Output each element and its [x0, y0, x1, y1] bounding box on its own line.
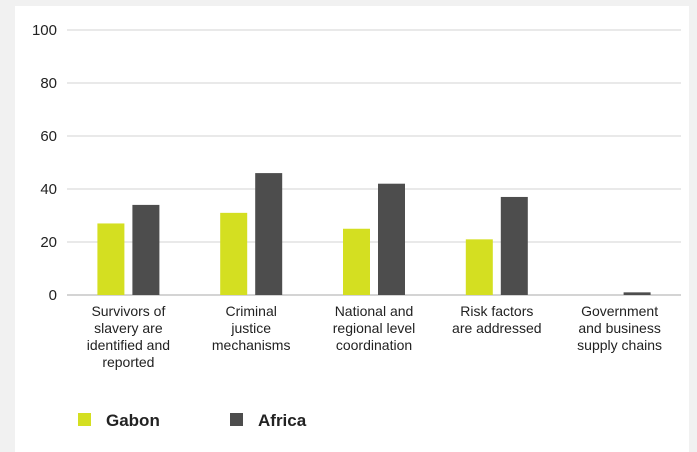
- category-label-line: National and: [335, 303, 414, 319]
- bar-africa-2: [378, 183, 405, 295]
- category-label-line: mechanisms: [212, 337, 291, 353]
- category-label-line: identified and: [87, 337, 170, 353]
- bars: [97, 173, 651, 295]
- legend-swatch-africa: [230, 413, 243, 426]
- y-axis-ticks: 0 20 40 60 80 100: [32, 22, 57, 304]
- category-label-2: National and regional level coordination: [333, 303, 416, 353]
- category-label-line: supply chains: [577, 337, 662, 353]
- y-tick-label: 40: [40, 181, 57, 198]
- bar-africa-1: [255, 173, 283, 295]
- legend-label-gabon: Gabon: [106, 411, 160, 430]
- y-tick-label: 80: [40, 75, 57, 92]
- category-label-line: Government: [581, 303, 658, 319]
- category-label-1: Criminal justice mechanisms: [212, 303, 291, 353]
- category-label-line: are addressed: [452, 320, 542, 336]
- y-tick-label: 100: [32, 22, 57, 39]
- legend-swatch-gabon: [78, 413, 91, 426]
- category-labels: Survivors of slavery are identified and rep…: [87, 303, 662, 370]
- category-label-line: reported: [102, 354, 154, 370]
- bar-gabon-3: [465, 239, 493, 295]
- y-tick-label: 20: [40, 234, 57, 251]
- category-label-3: Risk factors are addressed: [452, 303, 542, 336]
- gridlines: [67, 29, 681, 296]
- category-label-line: slavery are: [94, 320, 163, 336]
- y-tick-label: 0: [49, 287, 57, 304]
- bar-gabon-2: [343, 228, 370, 295]
- category-label-line: Survivors of: [91, 303, 165, 319]
- category-label-line: regional level: [333, 320, 416, 336]
- bar-africa-4: [623, 292, 651, 295]
- legend-label-africa: Africa: [258, 411, 307, 430]
- category-label-line: Risk factors: [460, 303, 533, 319]
- category-label-4: Government and business supply chains: [577, 303, 662, 353]
- legend: Gabon Africa: [78, 411, 307, 430]
- bar-africa-3: [500, 196, 528, 295]
- y-tick-label: 60: [40, 128, 57, 145]
- category-label-0: Survivors of slavery are identified and rep…: [87, 303, 170, 370]
- category-label-line: and business: [578, 320, 661, 336]
- bar-gabon-1: [220, 212, 248, 295]
- category-label-line: coordination: [336, 337, 412, 353]
- category-label-line: Criminal: [226, 303, 277, 319]
- category-label-line: justice: [230, 320, 271, 336]
- bar-gabon-0: [97, 223, 125, 295]
- bar-africa-0: [132, 204, 160, 295]
